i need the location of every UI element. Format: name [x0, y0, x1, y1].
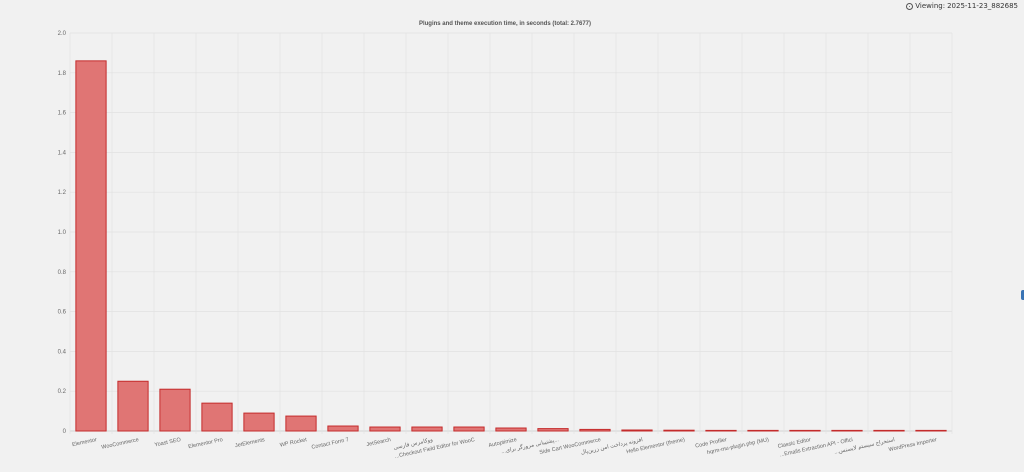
- y-tick-label: 1.0: [58, 230, 67, 236]
- x-tick-label: WooCommerce: [101, 437, 140, 451]
- x-tick-label: JetSearch: [366, 437, 391, 448]
- y-tick-label: 1.4: [58, 150, 67, 156]
- y-tick-label: 0: [63, 429, 67, 435]
- y-tick-label: 1.2: [58, 190, 67, 196]
- y-tick-label: 0.8: [58, 270, 67, 276]
- x-tick-label: Autoptimize: [488, 437, 517, 449]
- bar[interactable]: [495, 427, 527, 432]
- bar[interactable]: [201, 402, 233, 432]
- y-tick-label: 0.6: [58, 310, 67, 316]
- x-tick-label: Elementor Pro: [188, 437, 224, 450]
- bar[interactable]: [537, 428, 569, 432]
- bar[interactable]: [453, 426, 485, 432]
- bar[interactable]: [411, 426, 443, 432]
- bar[interactable]: [873, 429, 905, 432]
- bar[interactable]: [117, 380, 149, 432]
- y-tick-label: 1.8: [58, 71, 67, 77]
- x-tick-label: Elementor: [72, 437, 98, 448]
- bar[interactable]: [705, 429, 737, 432]
- bar[interactable]: [915, 429, 947, 432]
- bar[interactable]: [369, 426, 401, 432]
- x-tick-label: WP Rocket: [279, 437, 308, 449]
- bar[interactable]: [327, 425, 359, 432]
- bar[interactable]: [831, 429, 863, 432]
- viewing-label: Viewing:: [915, 2, 946, 10]
- y-tick-label: 2.0: [58, 31, 67, 37]
- bar[interactable]: [243, 412, 275, 432]
- bar[interactable]: [621, 429, 653, 432]
- bar[interactable]: [285, 415, 317, 432]
- eye-icon: [906, 2, 914, 10]
- y-axis-ticks: 0 0.2 0.4 0.6 0.8 1.0 1.2 1.4 1.6 1.8 2.0: [58, 31, 67, 435]
- y-tick-label: 0.2: [58, 389, 67, 395]
- viewing-indicator: Viewing: 2025-11-23_882685: [906, 2, 1018, 10]
- viewing-value: 2025-11-23_882685: [947, 2, 1018, 10]
- bars: [75, 60, 947, 432]
- grid: [69, 32, 953, 434]
- bar[interactable]: [579, 428, 611, 432]
- y-tick-label: 1.6: [58, 111, 67, 117]
- bar[interactable]: [75, 60, 107, 432]
- x-tick-label: Contact Form 7: [311, 437, 349, 451]
- x-tick-label: Yoast SEO: [154, 437, 182, 449]
- x-tick-label: JetElements: [235, 437, 266, 449]
- chart-title: Plugins and theme execution time, in sec…: [419, 21, 591, 27]
- bar[interactable]: [663, 429, 695, 432]
- bar[interactable]: [159, 388, 191, 432]
- y-tick-label: 0.4: [58, 349, 67, 355]
- x-axis-labels: Elementor WooCommerce Yoast SEO Elementor P…: [72, 435, 938, 460]
- bar[interactable]: [789, 429, 821, 432]
- bar[interactable]: [747, 429, 779, 432]
- side-panel-handle[interactable]: [1021, 290, 1024, 300]
- x-tick-label: WordPress Importer: [888, 437, 937, 453]
